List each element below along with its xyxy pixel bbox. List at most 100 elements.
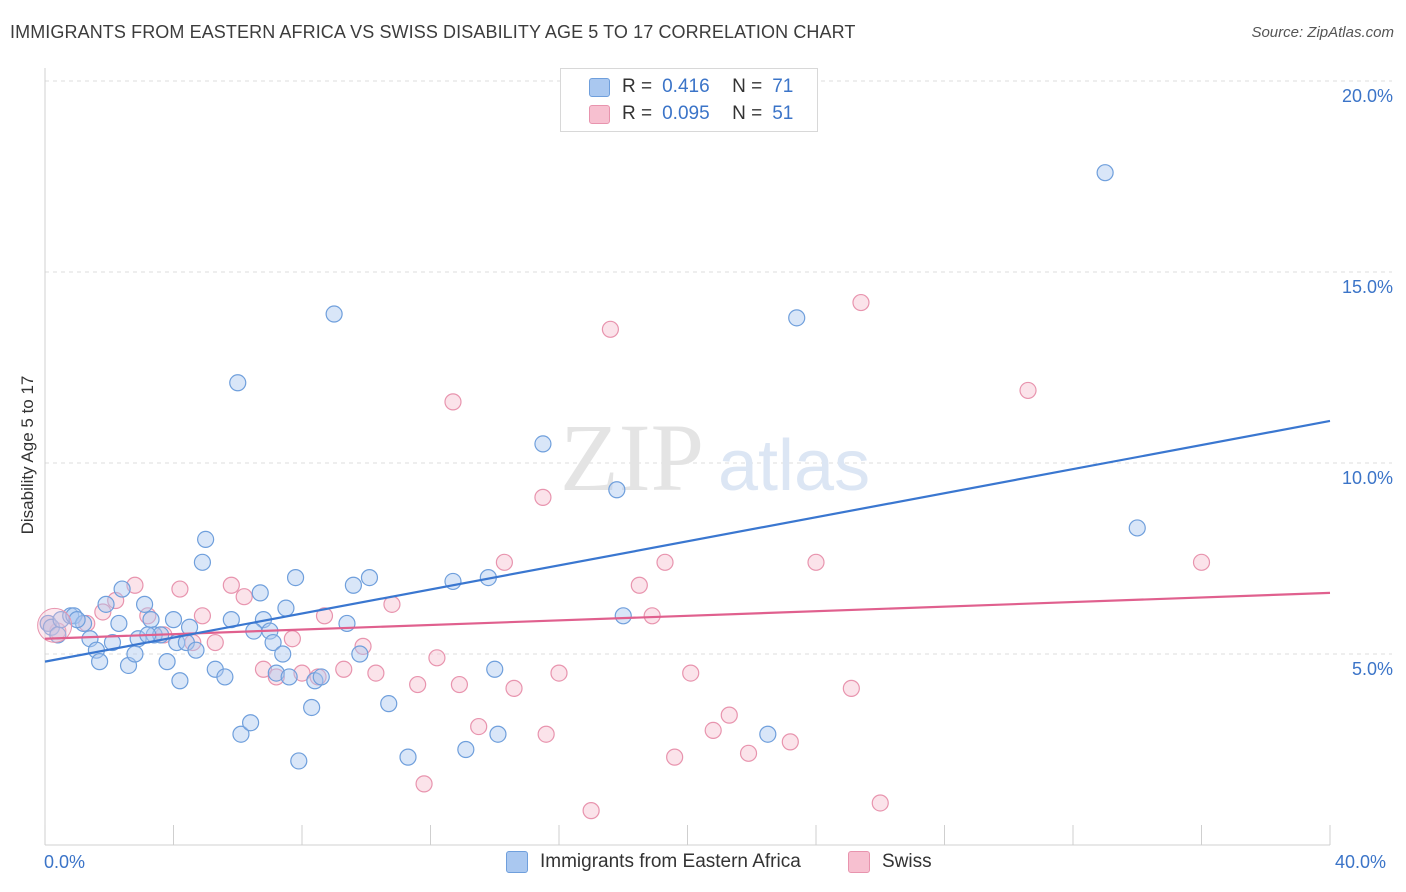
point-swiss-large [37,607,73,643]
point-swiss [254,660,273,678]
point-swiss [682,664,700,682]
point-eastern-africa [325,305,343,323]
watermark-zip: ZIP [560,404,704,511]
point-swiss [193,607,212,625]
point-swiss [1019,381,1037,400]
point-swiss [871,794,889,812]
point-swiss [704,721,722,740]
y-tick-label-15: 15.0% [1341,277,1393,297]
point-swiss [842,679,860,697]
point-eastern-africa [103,633,122,652]
point-swiss [601,320,620,338]
point-eastern-africa [242,714,260,732]
trend-line-eastern-africa [44,419,1331,663]
point-eastern-africa [264,633,282,652]
point-eastern-africa [312,668,330,686]
trend-line-swiss [44,591,1331,640]
legend-label: Immigrants from Eastern Africa [540,851,801,872]
point-swiss [470,717,488,736]
blue-swatch [506,851,528,873]
point-eastern-africa [113,580,131,598]
point-eastern-africa [68,611,86,629]
point-swiss [335,660,353,678]
pink-swatch [589,104,610,124]
point-eastern-africa [91,653,109,671]
point-swiss [235,588,253,606]
point-swiss [206,633,224,652]
legend-item-eastern-africa[interactable]: Immigrants from Eastern Africa [506,851,801,873]
stats-row-blue: R = 0.416 N = 71 [589,75,793,99]
series-legend: Immigrants from Eastern Africa Swiss [0,851,1406,877]
point-eastern-africa [164,611,183,629]
point-eastern-africa [303,698,321,717]
point-eastern-africa [193,553,212,571]
point-eastern-africa [229,374,247,392]
point-swiss [739,744,758,762]
point-swiss [171,580,189,598]
point-swiss [444,393,462,411]
x-tick-label-max: 40.0% [1335,852,1387,872]
point-eastern-africa [274,645,292,663]
point-eastern-africa [489,725,507,743]
point-eastern-africa [135,595,154,613]
point-eastern-africa [608,481,626,499]
y-tick-label-20: 20.0% [1341,86,1393,106]
n-label: N = [732,76,763,97]
point-eastern-africa [1128,519,1146,537]
point-swiss [415,775,433,793]
point-swiss [582,802,600,820]
point-swiss [283,630,301,648]
point-eastern-africa [267,664,285,682]
stats-legend: R = 0.416 N = 71 R = 0.095 N = 51 [560,68,818,132]
point-swiss [781,733,799,751]
y-tick-label-5: 5.0% [1351,659,1393,679]
point-eastern-africa [759,725,777,743]
point-eastern-africa [187,641,205,659]
point-eastern-africa [97,595,115,613]
stats-row-pink: R = 0.095 N = 51 [589,102,793,126]
point-eastern-africa [280,668,298,686]
point-swiss [852,293,870,312]
point-eastern-africa [126,645,144,663]
point-eastern-africa [277,599,295,617]
point-swiss [630,576,648,594]
point-swiss [428,649,446,667]
point-eastern-africa [486,660,504,678]
point-swiss [315,607,334,625]
grid [45,80,1392,655]
point-swiss [267,668,285,686]
chart-title: IMMIGRANTS FROM EASTERN AFRICA VS SWISS … [10,22,856,42]
point-eastern-africa [216,668,234,686]
point-eastern-africa [251,584,269,602]
point-eastern-africa [290,752,308,770]
point-swiss [126,576,144,594]
point-swiss [293,664,311,682]
point-eastern-africa [399,748,417,766]
point-swiss [222,576,240,594]
legend-label: Swiss [882,851,932,872]
point-swiss [1192,553,1211,571]
r-value: 0.095 [662,103,710,124]
pink-swatch [848,851,870,873]
x-tick-label-min: 0.0% [44,852,86,872]
y-tick-label-10: 10.0% [1341,468,1393,488]
r-label: R = [622,76,653,97]
r-value: 0.416 [662,76,710,97]
point-eastern-africa [286,568,305,587]
point-eastern-africa [197,530,215,549]
point-eastern-africa [1096,164,1114,182]
point-swiss [807,553,825,571]
point-swiss [550,664,568,682]
legend-item-swiss[interactable]: Swiss [848,851,932,873]
point-swiss [666,748,684,766]
blue-swatch [589,77,610,97]
point-eastern-africa [788,309,806,327]
point-swiss [367,664,385,682]
point-eastern-africa [171,672,189,690]
point-swiss [450,675,469,694]
watermark-atlas: atlas [718,426,870,506]
point-swiss [409,675,427,694]
data-points [37,164,1211,820]
point-eastern-africa [380,695,398,713]
